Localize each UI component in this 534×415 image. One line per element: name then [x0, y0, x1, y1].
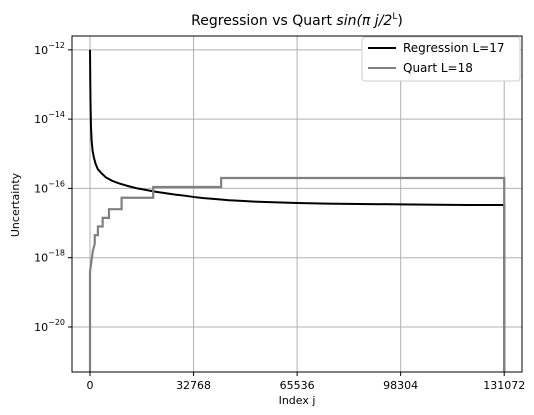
x-axis: 0 32768 65536 98304 131072	[87, 372, 525, 392]
y-tick-exponent: −16	[48, 179, 65, 188]
y-tick-base: 10	[34, 182, 48, 195]
y-tick-base: 10	[34, 252, 48, 265]
y-tick-label: 10−18	[34, 249, 65, 265]
y-tick-label: 10−12	[34, 41, 65, 57]
y-tick-label: 10−14	[34, 110, 65, 126]
y-tick-exponent: −12	[48, 41, 65, 50]
x-tick-label: 131072	[483, 379, 525, 392]
y-tick-label: 10−16	[34, 179, 65, 195]
chart-title: Regression vs Quart sin(π j/2L)	[191, 12, 403, 29]
legend: Regression L=17 Quart L=18	[361, 36, 521, 82]
y-tick-base: 10	[34, 321, 48, 334]
x-tick-label: 0	[87, 379, 94, 392]
series-layer	[88, 49, 506, 372]
y-tick-exponent: −18	[48, 249, 65, 258]
x-tick-label: 98304	[383, 379, 418, 392]
y-axis-label: Uncertainty	[9, 172, 22, 237]
legend-label-regression: Regression L=17	[403, 41, 504, 55]
series-line-quart	[88, 176, 506, 372]
y-tick-base: 10	[34, 113, 48, 126]
y-tick-label: 10−20	[34, 318, 65, 334]
x-tick-label: 32768	[176, 379, 211, 392]
y-tick-exponent: −20	[48, 318, 65, 327]
y-tick-base: 10	[34, 44, 48, 57]
series-line-regression	[89, 49, 506, 372]
y-tick-exponent: −14	[48, 110, 65, 119]
x-tick-label: 65536	[280, 379, 315, 392]
legend-box	[361, 36, 521, 82]
legend-label-quart: Quart L=18	[403, 61, 473, 75]
x-axis-label: Index j	[279, 394, 316, 407]
